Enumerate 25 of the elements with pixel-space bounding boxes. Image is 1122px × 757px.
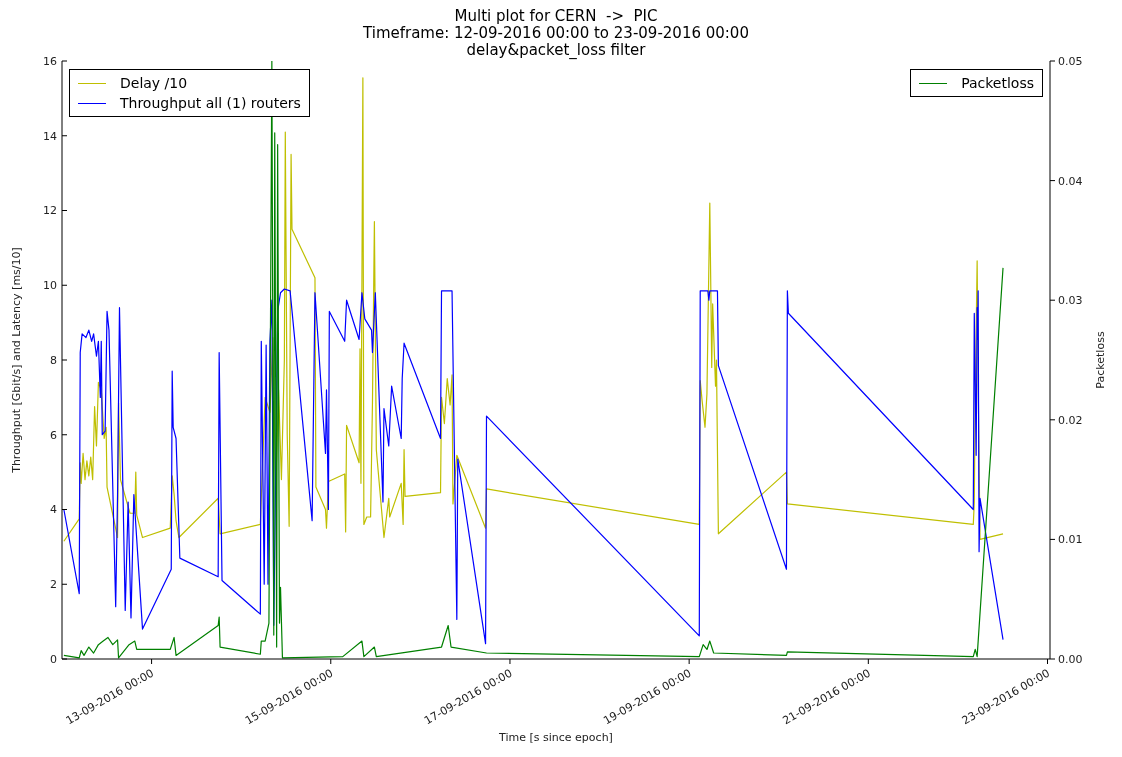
y-tick-label: 2 — [50, 578, 57, 592]
y2-tick-label: 0.01 — [1058, 533, 1083, 547]
legend-label: Delay /10 — [120, 74, 188, 93]
chart-title: Multi plot for CERN -> PIC — [453, 7, 659, 25]
y2-axis-title: Packetloss — [1093, 331, 1107, 389]
line-series — [63, 288, 1004, 645]
y-tick-label: 10 — [43, 279, 57, 293]
y2-tick-label: 0.00 — [1058, 652, 1083, 666]
y-tick-label: 12 — [43, 204, 57, 218]
legend-label: Throughput all (1) routers — [120, 94, 301, 113]
text: delay&packet_loss filter — [465, 41, 647, 59]
y-tick-label: 0 — [50, 652, 57, 666]
y2-tick-label: 0.02 — [1058, 413, 1083, 427]
y2-tick-label: 0.05 — [1058, 54, 1083, 68]
y-axis-title: Throughput [Gbit/s] and Latency [ms/10] — [9, 247, 23, 474]
y2-tick-label: 0.04 — [1058, 174, 1083, 188]
y-tick-label: 14 — [43, 129, 57, 143]
legend-label: Packetloss — [961, 74, 1034, 93]
y-tick-label: 8 — [50, 353, 57, 367]
y-tick-label: 16 — [43, 54, 57, 68]
y-tick-label: 4 — [50, 503, 57, 517]
y2-tick-label: 0.03 — [1058, 294, 1083, 308]
x-axis-title: Time [s since epoch] — [498, 731, 613, 744]
y-tick-label: 6 — [50, 428, 57, 442]
chart-subtitle: Timeframe: 12-09-2016 00:00 to 23-09-2016 00:00 — [362, 24, 750, 42]
